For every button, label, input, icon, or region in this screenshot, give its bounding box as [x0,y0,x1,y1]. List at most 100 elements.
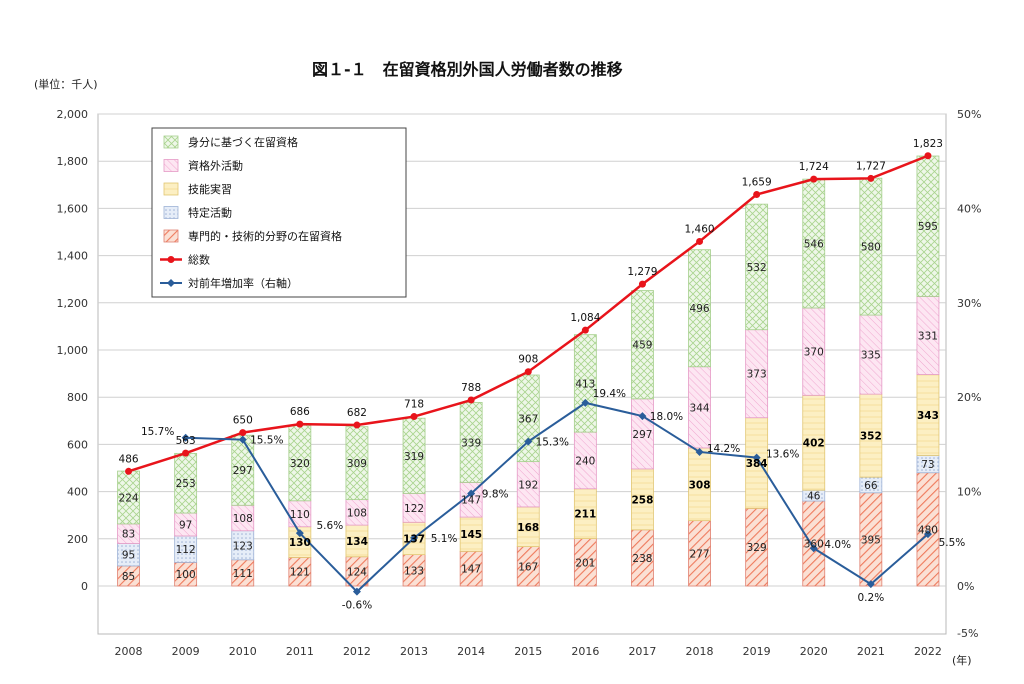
growth-rate-marker [467,489,476,498]
bar-segment [688,249,711,368]
totals-marker [753,190,761,198]
growth-rate-marker [581,398,590,407]
growth-rate-marker [866,580,875,589]
segment-value-label: 309 [347,458,367,470]
segment-value-label: 201 [575,557,595,569]
legend-label: 特定活動 [188,206,232,220]
growth-rate-label: 5.6% [317,520,344,532]
growth-rate-marker [352,587,361,596]
segment-value-label: 253 [176,478,196,490]
legend-marker [167,256,175,263]
total-value-label: 563 [176,435,196,447]
legend-label: 身分に基づく在留資格 [188,135,298,149]
segment-value-label: 384 [746,458,768,470]
segment-value-label: 339 [461,437,481,449]
segment-value-label: 192 [518,479,538,491]
axes: 0 200 400 600 800 1,000 1,200 1,400 1,600 1,800 2,… [57,108,982,658]
segment-value-label: 319 [404,451,424,463]
segment-value-label: 134 [346,536,368,548]
total-value-label: 1,724 [799,161,829,173]
totals-marker [182,449,190,457]
segment-value-label: 360 [804,539,824,551]
total-value-label: 1,823 [913,138,943,150]
legend-swatch [163,135,179,149]
segment-value-label: 480 [918,524,938,536]
growth-rate-marker [695,447,704,456]
x-tick-label: 2012 [343,645,371,658]
y2-tick-label: 10% [957,486,981,499]
segment-value-label: 532 [747,262,767,274]
segment-value-label: 459 [632,340,652,352]
segment-value-label: 147 [461,564,481,576]
growth-rate-label: 5.1% [431,533,458,545]
legend-label: 専門的・技術的分野の在留資格 [188,229,342,243]
total-value-label: 682 [347,407,367,419]
totals-marker [867,174,875,182]
total-value-label: 686 [290,406,310,418]
segment-value-label: 343 [917,410,939,422]
growth-rate-label: 18.0% [650,411,683,423]
legend-label: 技能実習 [188,182,232,196]
bar-segment [745,203,769,331]
segment-value-label: 46 [807,491,821,503]
segment-value-label: 224 [119,493,139,505]
totals-marker [581,326,589,334]
total-value-label: 908 [518,354,538,366]
totals-marker [410,413,418,421]
segment-value-label: 320 [290,458,310,470]
x-tick-label: 2019 [743,645,771,658]
segment-value-label: 137 [403,533,425,545]
growth-rate-marker [638,412,647,421]
legend-swatch [163,206,179,219]
segment-value-label: 367 [518,413,538,425]
chart-title: 図１-１ 在留資格別外国人労働者数の推移 [312,60,623,79]
y-tick-label: 800 [67,391,88,404]
legend-swatch [163,229,179,243]
segment-value-label: 308 [689,479,711,491]
x-tick-label: 2013 [400,645,428,658]
legend-label: 資格外活動 [188,159,243,173]
segment-value-label: 168 [517,522,539,534]
segment-value-label: 595 [918,221,938,233]
segment-value-label: 147 [461,495,481,507]
segment-value-label: 546 [804,239,824,251]
segment-value-label: 110 [290,509,310,521]
segment-value-label: 97 [179,520,192,532]
segment-value-label: 370 [804,347,824,359]
legend-swatch [163,159,179,172]
segment-value-label: 95 [122,550,135,562]
segment-value-label: 402 [803,438,825,450]
data-labels: 85 95 83 224 100 112 97 253 111 123 108 297 121 130 11… [119,138,966,612]
segment-value-label: 373 [747,369,767,381]
x-tick-label: 2008 [115,645,143,658]
segment-value-label: 130 [289,537,311,549]
total-value-label: 718 [404,399,424,411]
growth-rate-label: 19.4% [593,388,626,400]
y-tick-label: 1,600 [57,202,89,215]
bar-segment [631,290,654,400]
segment-value-label: 121 [290,567,310,579]
growth-rate-marker [809,544,818,553]
legend-swatch [163,182,179,196]
legend-box [151,127,407,298]
segment-value-label: 258 [631,494,653,506]
y-tick-label: 1,200 [57,297,89,310]
y-tick-label: 400 [67,486,88,499]
lines [125,152,932,596]
legend: 身分に基づく在留資格資格外活動技能実習特定活動専門的・技術的分野の在留資格総数対… [151,127,407,298]
y2-tick-label: 50% [957,108,981,121]
growth-rate-label: 4.0% [824,539,851,551]
growth-rate-label: 14.2% [707,443,740,455]
segment-value-label: 100 [176,569,196,581]
segment-value-label: 124 [347,566,367,578]
y-tick-label: 1,400 [57,250,89,263]
y-tick-label: 200 [67,533,88,546]
x-tick-label: 2010 [229,645,257,658]
total-value-label: 1,659 [742,176,772,188]
segment-value-label: 580 [861,242,881,254]
totals-marker [353,421,361,429]
growth-rate-marker [410,533,419,542]
segment-value-label: 83 [122,529,135,541]
x-tick-label: 2011 [286,645,314,658]
